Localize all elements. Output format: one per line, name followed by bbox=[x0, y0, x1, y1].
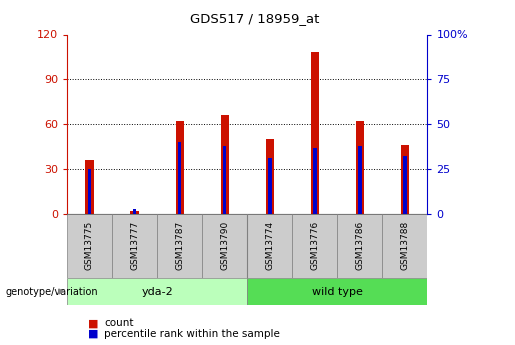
Text: GSM13786: GSM13786 bbox=[355, 221, 364, 270]
Text: GSM13776: GSM13776 bbox=[311, 221, 319, 270]
Text: GSM13774: GSM13774 bbox=[265, 221, 274, 270]
Text: yda-2: yda-2 bbox=[141, 287, 173, 296]
Bar bbox=[356, 121, 364, 214]
Bar bbox=[382, 214, 427, 278]
Bar bbox=[130, 211, 139, 214]
Bar bbox=[133, 208, 136, 214]
Text: count: count bbox=[104, 318, 133, 328]
Text: percentile rank within the sample: percentile rank within the sample bbox=[104, 329, 280, 338]
Bar bbox=[293, 214, 337, 278]
Bar bbox=[223, 146, 227, 214]
Bar bbox=[358, 146, 362, 214]
Bar bbox=[178, 142, 181, 214]
Text: GSM13777: GSM13777 bbox=[130, 221, 139, 270]
Bar bbox=[313, 148, 317, 214]
Bar bbox=[85, 160, 94, 214]
Bar bbox=[266, 139, 274, 214]
Text: GSM13790: GSM13790 bbox=[220, 221, 229, 270]
Bar bbox=[202, 214, 247, 278]
Text: ■: ■ bbox=[88, 318, 98, 328]
Text: GSM13775: GSM13775 bbox=[85, 221, 94, 270]
Text: GSM13787: GSM13787 bbox=[175, 221, 184, 270]
Bar bbox=[88, 169, 91, 214]
Bar bbox=[112, 214, 157, 278]
Text: GDS517 / 18959_at: GDS517 / 18959_at bbox=[190, 12, 320, 25]
Bar bbox=[403, 157, 407, 214]
Text: ■: ■ bbox=[88, 329, 98, 338]
Text: wild type: wild type bbox=[312, 287, 363, 296]
Bar bbox=[220, 115, 229, 214]
Bar bbox=[67, 214, 112, 278]
Bar bbox=[247, 214, 293, 278]
Bar bbox=[176, 121, 184, 214]
Bar bbox=[311, 52, 319, 214]
Bar bbox=[268, 158, 271, 214]
Bar bbox=[157, 214, 202, 278]
Bar bbox=[247, 278, 427, 305]
Text: GSM13788: GSM13788 bbox=[401, 221, 409, 270]
Bar bbox=[337, 214, 382, 278]
Text: genotype/variation: genotype/variation bbox=[5, 287, 98, 296]
Bar bbox=[401, 145, 409, 214]
Bar bbox=[67, 278, 247, 305]
